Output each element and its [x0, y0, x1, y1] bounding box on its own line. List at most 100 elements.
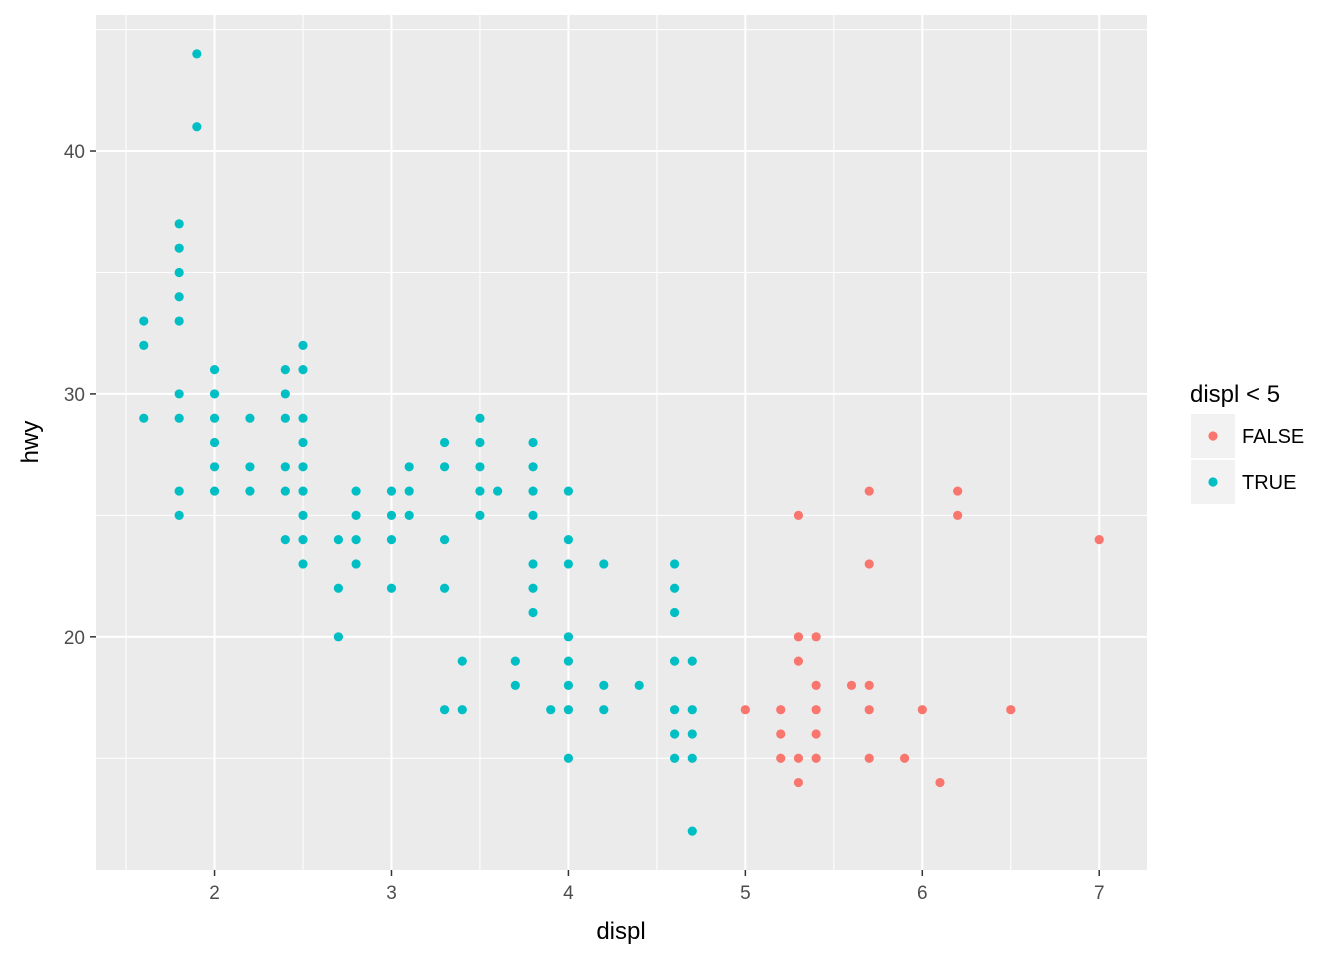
data-point-false	[917, 705, 927, 715]
data-point-true	[139, 316, 149, 326]
data-point-true	[298, 535, 308, 545]
data-point-false	[935, 777, 945, 788]
data-point-true	[439, 583, 450, 593]
data-point-true	[510, 680, 520, 690]
legend-key-true	[1208, 477, 1218, 487]
legend-label-false: FALSE	[1242, 426, 1304, 448]
data-point-true	[599, 680, 609, 690]
legend: displ < 5 FALSE TRUE	[1190, 381, 1304, 504]
data-point-false	[953, 486, 963, 496]
data-point-true	[404, 462, 414, 472]
data-point-true	[563, 656, 574, 666]
data-point-false	[1094, 535, 1104, 545]
data-point-true	[174, 486, 184, 496]
x-tick-label: 2	[209, 883, 220, 904]
data-point-true	[687, 656, 697, 666]
data-point-true	[563, 535, 574, 545]
y-tick-label: 30	[64, 385, 85, 406]
data-point-true	[475, 462, 485, 472]
x-axis-title: displ	[596, 918, 645, 945]
data-point-false	[1006, 705, 1016, 715]
legend-entries: FALSE TRUE	[1191, 414, 1304, 504]
data-point-false	[740, 705, 750, 715]
data-point-true	[528, 583, 538, 593]
x-axis-ticks: 2 3 4 5 6 7	[209, 870, 1105, 904]
data-point-true	[386, 486, 397, 496]
data-point-false	[793, 656, 804, 666]
data-point-false	[953, 510, 963, 520]
data-point-true	[439, 535, 450, 545]
data-point-true	[209, 486, 220, 496]
data-point-true	[351, 535, 361, 545]
data-point-true	[457, 705, 467, 715]
data-point-true	[439, 437, 450, 448]
data-point-true	[174, 219, 184, 229]
data-point-false	[846, 680, 857, 690]
data-point-true	[386, 535, 397, 545]
data-point-true	[404, 486, 414, 496]
data-point-true	[351, 559, 361, 569]
data-point-true	[280, 535, 290, 545]
data-point-true	[475, 437, 485, 448]
data-point-false	[793, 632, 804, 642]
data-point-true	[687, 753, 697, 763]
data-point-true	[298, 365, 308, 375]
data-point-false	[776, 729, 786, 739]
data-point-true	[528, 462, 538, 472]
data-point-true	[528, 486, 538, 496]
x-tick-label: 3	[386, 883, 397, 904]
data-point-true	[475, 510, 485, 520]
data-point-true	[174, 243, 184, 253]
data-point-true	[298, 486, 308, 496]
data-point-true	[510, 656, 520, 666]
data-point-true	[669, 583, 680, 593]
data-point-false	[864, 705, 874, 715]
data-point-true	[669, 656, 680, 666]
data-point-true	[209, 462, 220, 472]
data-point-false	[864, 680, 874, 690]
data-point-true	[386, 510, 397, 520]
data-point-true	[298, 510, 308, 520]
data-point-true	[457, 656, 467, 666]
data-point-true	[687, 705, 697, 715]
data-point-true	[475, 486, 485, 496]
data-point-true	[280, 389, 290, 399]
data-point-false	[811, 632, 821, 642]
data-point-true	[280, 413, 290, 423]
data-point-true	[298, 340, 308, 350]
data-point-true	[174, 413, 184, 423]
data-point-true	[280, 365, 290, 375]
data-point-true	[174, 267, 184, 278]
y-tick-label: 20	[64, 628, 85, 649]
data-points	[139, 49, 1104, 836]
data-point-true	[192, 122, 202, 132]
data-point-false	[811, 729, 821, 739]
data-point-true	[333, 632, 344, 642]
data-point-true	[439, 705, 450, 715]
data-point-true	[174, 510, 184, 520]
data-point-true	[245, 462, 255, 472]
data-point-true	[687, 826, 697, 836]
data-point-true	[669, 729, 680, 739]
data-point-true	[563, 559, 574, 569]
y-axis-title: hwy	[17, 421, 44, 464]
data-point-true	[475, 413, 485, 423]
data-point-true	[245, 413, 255, 423]
legend-title: displ < 5	[1190, 381, 1280, 408]
data-point-true	[209, 413, 220, 423]
data-point-true	[687, 729, 697, 739]
x-tick-label: 5	[740, 883, 751, 904]
data-point-false	[811, 753, 821, 763]
data-point-true	[174, 316, 184, 326]
data-point-true	[351, 510, 361, 520]
data-point-true	[245, 486, 255, 496]
data-point-true	[493, 486, 503, 496]
data-point-true	[209, 365, 220, 375]
data-point-true	[333, 535, 344, 545]
data-point-true	[139, 340, 149, 350]
data-point-true	[280, 462, 290, 472]
data-point-true	[669, 559, 680, 569]
data-point-false	[811, 705, 821, 715]
data-point-true	[174, 292, 184, 302]
